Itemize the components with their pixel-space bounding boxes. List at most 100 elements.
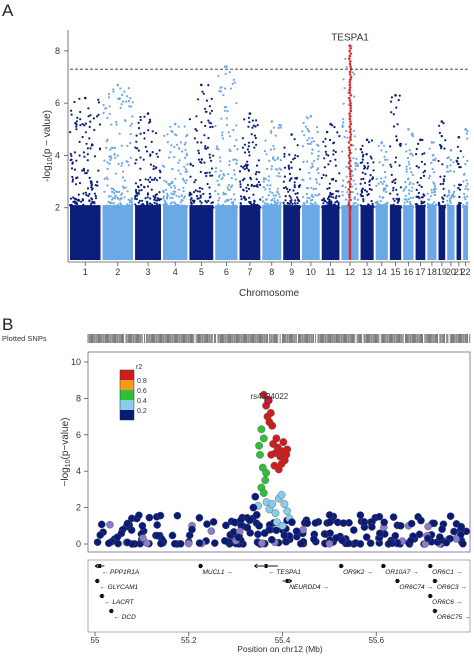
manhattan-point [439, 143, 442, 147]
manhattan-point [89, 114, 92, 117]
manhattan-point [245, 165, 248, 168]
manhattan-point [271, 198, 274, 201]
manhattan-point [298, 168, 302, 171]
manhattan-point [126, 144, 129, 147]
manhattan-point [123, 90, 126, 93]
manhattan-point [326, 197, 329, 200]
manhattan-point [271, 206, 274, 209]
tespa1-snp [349, 65, 352, 68]
manhattan-point [433, 188, 436, 192]
manhattan-point [459, 150, 462, 153]
manhattan-point [345, 165, 348, 168]
manhattan-point [354, 162, 357, 165]
chromosome-11-top-snp [329, 122, 332, 126]
manhattan-point [163, 205, 166, 209]
manhattan-point [334, 150, 337, 154]
manhattan-point [421, 196, 424, 199]
manhattan-point [264, 139, 267, 142]
tespa1-snp [349, 190, 352, 194]
manhattan-point [367, 165, 370, 168]
tespa1-snp [349, 138, 352, 142]
manhattan-point [149, 153, 152, 156]
manhattan-point [134, 197, 137, 200]
manhattan-point [404, 185, 408, 189]
manhattan-point [311, 137, 314, 140]
ld-snp [255, 441, 264, 450]
manhattan-point [268, 159, 271, 162]
gene-strand-arrow [288, 578, 293, 584]
manhattan-point [140, 189, 143, 192]
chromosome-tick-label: 18 [427, 267, 437, 277]
manhattan-point [118, 97, 121, 101]
manhattan-point [163, 199, 166, 202]
regional-x-tick-label: 55.6 [368, 636, 384, 645]
manhattan-point [359, 182, 362, 185]
manhattan-point [130, 122, 133, 125]
manhattan-point [107, 93, 110, 96]
manhattan-point [104, 107, 107, 110]
manhattan-point [218, 174, 221, 177]
manhattan-point [149, 120, 152, 123]
manhattan-point [252, 124, 255, 127]
manhattan-point [312, 188, 315, 191]
manhattan-point [356, 198, 360, 201]
manhattan-point [138, 206, 141, 209]
manhattan-point [289, 196, 292, 199]
manhattan-point [233, 169, 236, 172]
manhattan-point [444, 139, 447, 142]
manhattan-point [154, 193, 157, 197]
manhattan-point [81, 169, 84, 172]
manhattan-point [201, 90, 204, 93]
chromosome-22-top-snp [464, 128, 467, 131]
manhattan-point [134, 182, 137, 185]
manhattan-point [466, 159, 469, 162]
manhattan-point [352, 179, 355, 182]
manhattan-point [327, 154, 330, 157]
gene-exon [433, 609, 437, 613]
tespa1-snp [349, 60, 352, 63]
chromosome-tick-label: 2 [115, 267, 120, 277]
manhattan-point [363, 181, 367, 184]
manhattan-point [115, 123, 118, 126]
manhattan-point [124, 186, 127, 189]
background-snp [457, 522, 466, 531]
manhattan-point [330, 195, 333, 198]
manhattan-point [185, 206, 188, 209]
manhattan-point [441, 163, 444, 166]
manhattan-point [354, 168, 357, 171]
manhattan-point [367, 192, 370, 196]
background-snp [113, 533, 122, 542]
manhattan-point [118, 190, 121, 193]
manhattan-point [217, 75, 220, 78]
manhattan-point [139, 204, 142, 208]
background-snp [143, 539, 151, 548]
manhattan-point [124, 119, 127, 123]
background-snp [339, 519, 348, 527]
manhattan-point [261, 196, 264, 199]
chromosome-3-points [134, 112, 162, 260]
manhattan-point [150, 178, 154, 181]
manhattan-point [247, 169, 250, 172]
manhattan-point [462, 206, 465, 209]
background-snp [385, 539, 394, 548]
manhattan-point [90, 202, 93, 205]
manhattan-point [365, 190, 368, 193]
manhattan-point [303, 134, 306, 137]
chromosome-11-dense-band [321, 205, 340, 260]
chromosome-3-top-snp [146, 112, 150, 115]
background-snp [272, 526, 281, 535]
manhattan-point [199, 196, 202, 199]
manhattan-point [314, 187, 318, 190]
manhattan-point [130, 197, 133, 200]
manhattan-point [325, 131, 329, 134]
manhattan-point [354, 202, 357, 205]
manhattan-point [270, 129, 273, 132]
manhattan-point [73, 168, 76, 171]
background-snp [368, 523, 376, 531]
chromosome-tick-label: 4 [173, 267, 178, 277]
manhattan-point [263, 150, 266, 153]
chromosome-10-top-snp [309, 115, 313, 118]
manhattan-point [443, 194, 446, 197]
background-snp [446, 512, 455, 521]
